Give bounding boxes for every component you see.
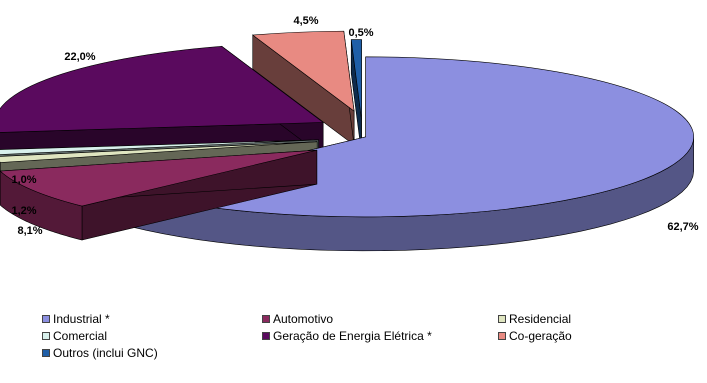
- pie-chart: 62,7% 8,1% 1,2% 1,0% 22,0% 4,5% 0,5%: [0, 15, 699, 252]
- legend-swatch-4: [262, 332, 270, 340]
- legend-label-3: Comercial: [53, 329, 108, 343]
- pie-value-label-5: 4,5%: [293, 15, 318, 27]
- legend-swatch-2: [498, 315, 506, 323]
- legend-item-6: Outros (inclui GNC): [42, 346, 158, 360]
- legend-label-2: Residencial: [509, 312, 572, 326]
- legend-item-5: Co-geração: [498, 329, 572, 343]
- pie-slice-top-3: [0, 139, 319, 155]
- pie-value-label-0: 62,7%: [667, 221, 698, 233]
- legend-item-3: Comercial: [42, 329, 107, 343]
- pie-value-labels: 62,7% 8,1% 1,2% 1,0% 22,0% 4,5% 0,5%: [11, 15, 698, 237]
- pie-slice-top-1: [0, 149, 317, 207]
- legend-item-2: Residencial: [498, 312, 571, 326]
- pie-chart-svg: 62,7% 8,1% 1,2% 1,0% 22,0% 4,5% 0,5%: [0, 15, 699, 252]
- legend-swatch-5: [498, 332, 506, 340]
- legend-label-4: Geração de Energia Elétrica *: [273, 329, 432, 343]
- pie-slices: [0, 30, 694, 252]
- pie-slice-top-2: [0, 141, 318, 163]
- legend-swatch-0: [42, 315, 50, 323]
- pie-value-label-6: 0,5%: [348, 27, 373, 39]
- pie-slice-6: [350, 39, 362, 154]
- legend-label-5: Co-geração: [509, 329, 572, 343]
- legend-label-1: Automotivo: [273, 312, 334, 326]
- pie-slice-1: [0, 149, 318, 241]
- pie-value-label-2: 1,2%: [11, 205, 36, 217]
- pie-slice-top-6: [350, 39, 362, 120]
- pie-value-label-3: 1,0%: [11, 174, 36, 186]
- pie-value-label-4: 22,0%: [64, 51, 95, 63]
- legend-item-1: Automotivo: [262, 312, 333, 326]
- legend-label-0: Industrial *: [53, 312, 110, 326]
- pie-value-label-1: 8,1%: [17, 225, 42, 237]
- pie-slice-5: [251, 30, 355, 146]
- pie-slice-top-5: [251, 30, 355, 112]
- legend-item-4: Geração de Energia Elétrica *: [262, 329, 432, 343]
- pie-slice-top-4: [0, 46, 325, 133]
- legend-swatch-6: [42, 349, 50, 357]
- legend-label-6: Outros (inclui GNC): [53, 346, 158, 360]
- legend-item-0: Industrial *: [42, 312, 110, 326]
- legend-swatch-1: [262, 315, 270, 323]
- legend-swatch-3: [42, 332, 50, 340]
